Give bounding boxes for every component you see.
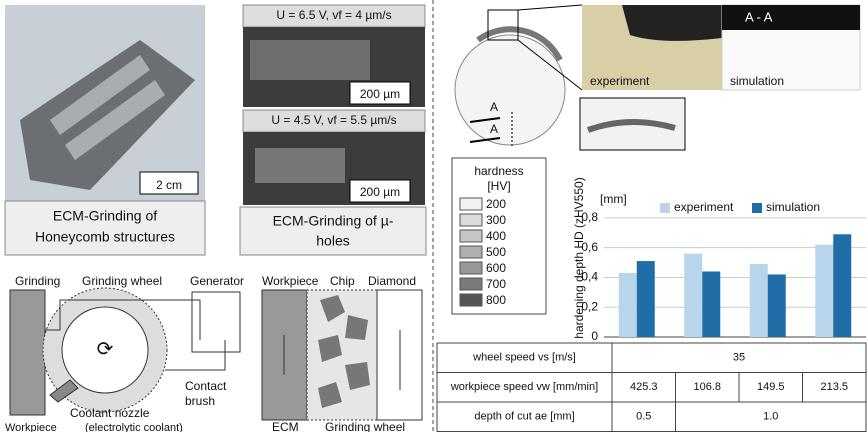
level-label: 600 (486, 261, 506, 275)
level-label: 300 (486, 213, 506, 227)
bar (619, 273, 637, 337)
generator (192, 292, 240, 352)
label: U = 4.5 V, vf = 5.5 µm/s (271, 113, 396, 127)
label: Workpiece (262, 274, 319, 288)
workpiece (10, 290, 45, 415)
swatch (460, 214, 482, 226)
label: ECM (272, 420, 299, 432)
label: Chip (330, 274, 355, 288)
section-title: A - A (745, 9, 773, 24)
y-tick-label: 0 (591, 329, 598, 343)
swatch (460, 294, 482, 306)
caption: holes (316, 233, 349, 249)
caption: ECM-Grinding of (53, 208, 157, 224)
image-label: simulation (730, 74, 784, 88)
legend-title: [HV] (487, 179, 510, 193)
label: U = 6.5 V, vf = 4 µm/s (276, 8, 391, 22)
y-axis-label: hardening depth HD (zHV550) (572, 177, 586, 338)
hole (250, 40, 370, 80)
cut-label: A (490, 122, 498, 136)
scale-label: 200 µm (360, 185, 400, 199)
bar (815, 245, 833, 337)
swatch (460, 262, 482, 274)
legend-label: experiment (674, 200, 734, 214)
scale-label: 2 cm (156, 178, 182, 192)
hole (255, 148, 345, 183)
level-label: 400 (486, 229, 506, 243)
level-label: 500 (486, 245, 506, 259)
experiment-edge (622, 5, 722, 41)
level-label: 700 (486, 277, 506, 291)
bar (768, 274, 786, 337)
legend-title: hardness (474, 164, 523, 178)
rotation-icon: ⟳ (97, 338, 114, 360)
cell: 425.3 (630, 381, 658, 393)
scale-label: 200 µm (360, 87, 400, 101)
cell: 213.5 (820, 381, 848, 393)
label: Diamond (368, 274, 416, 288)
cell: 0.5 (636, 411, 651, 423)
row-header: workpiece speed vw [mm/min] (450, 381, 598, 393)
label: Grinding (15, 274, 60, 288)
legend-swatch (660, 203, 670, 213)
swatch (460, 198, 482, 210)
figure: 2 cm ECM-Grinding of Honeycomb structure… (0, 0, 868, 432)
label: Contact (185, 379, 227, 393)
simulation-edge (722, 5, 860, 30)
label: brush (185, 394, 215, 408)
cell: 1.0 (763, 411, 778, 423)
cell: 106.8 (693, 381, 721, 393)
bar (702, 271, 720, 337)
swatch (460, 246, 482, 258)
caption: ECM-Grinding of µ- (273, 213, 394, 229)
label: Coolant nozzle (70, 406, 150, 420)
unit-label: [mm] (600, 192, 627, 206)
legend-swatch (752, 203, 762, 213)
zoom-line (518, 5, 582, 10)
label: Workpiece (5, 422, 57, 432)
cell: 149.5 (757, 381, 785, 393)
label: Grinding wheel (325, 420, 405, 432)
level-label: 800 (486, 293, 506, 307)
workpiece-section (455, 35, 565, 145)
level-label: 200 (486, 197, 506, 211)
row-header: depth of cut ae [mm] (474, 411, 574, 423)
label: (electrolytic coolant) (85, 422, 183, 432)
cell: 35 (733, 352, 745, 364)
cut-label: A (490, 100, 498, 114)
row-header: wheel speed vs [m/s] (472, 352, 576, 364)
table: wheel speed vs [m/s] 35 workpiece speed vw… (437, 343, 866, 432)
bar (637, 261, 655, 337)
label: Generator (190, 274, 244, 288)
bar (750, 264, 768, 337)
caption: Honeycomb structures (35, 229, 175, 245)
label: Grinding wheel (82, 274, 162, 288)
swatch (460, 230, 482, 242)
swatch (460, 278, 482, 290)
bar (833, 234, 851, 337)
image-label: experiment (590, 74, 650, 88)
bar (684, 254, 702, 337)
legend-label: simulation (766, 200, 820, 214)
